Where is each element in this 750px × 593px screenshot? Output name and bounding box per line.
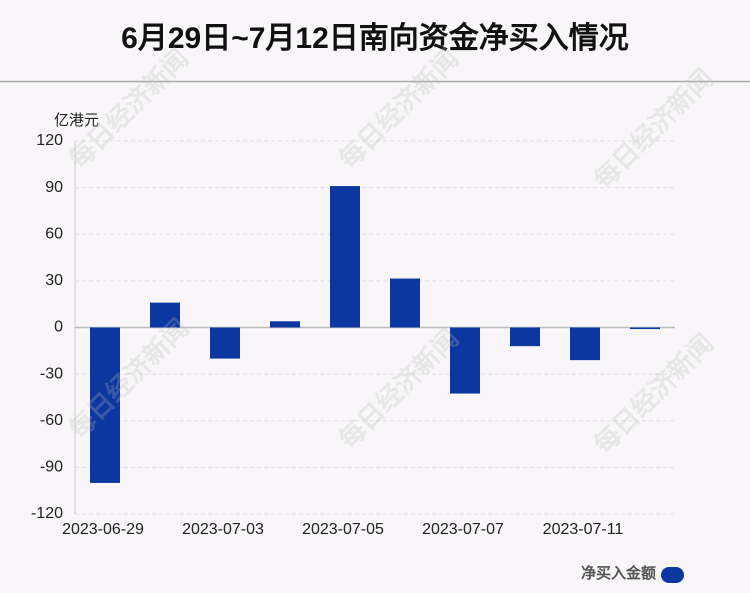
bar (390, 278, 420, 328)
y-tick-label: -90 (40, 459, 63, 476)
bar (210, 327, 240, 359)
bar (270, 321, 300, 328)
y-axis-label: 亿港元 (54, 112, 99, 129)
legend-swatch (661, 567, 684, 583)
y-tick-label: -120 (31, 505, 63, 522)
bar (450, 327, 480, 394)
y-tick-label: 90 (45, 179, 63, 196)
y-tick-label: 120 (36, 132, 63, 149)
bar (510, 327, 540, 347)
x-tick-label: 2023-07-05 (302, 521, 384, 538)
bar (150, 302, 180, 328)
x-tick-label: 2023-07-07 (422, 521, 504, 538)
x-tick-label: 2023-07-11 (543, 521, 624, 538)
bar (90, 327, 120, 483)
x-tick-label: 2023-06-29 (62, 521, 144, 538)
y-tick-label: -60 (40, 412, 63, 429)
y-tick-label: 0 (54, 319, 63, 336)
bar (330, 186, 360, 328)
y-tick-label: 60 (45, 225, 63, 242)
x-tick-label: 2023-07-03 (182, 521, 264, 538)
y-tick-label: 30 (45, 272, 63, 289)
bar (570, 327, 600, 361)
legend-label: 净买入金额 (581, 564, 656, 582)
bar (630, 327, 660, 330)
y-tick-label: -30 (40, 365, 63, 382)
chart-title: 6月29日~7月12日南向资金净买入情况 (121, 21, 629, 55)
